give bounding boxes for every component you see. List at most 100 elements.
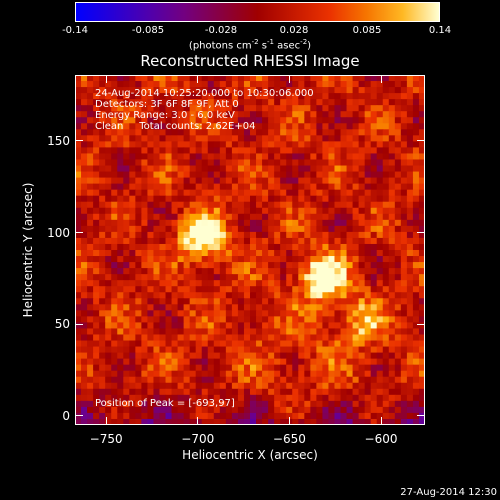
heatmap-cell <box>352 201 360 209</box>
heatmap-cell <box>165 400 173 408</box>
heatmap-cell <box>262 117 269 124</box>
heatmap-cell <box>310 177 317 185</box>
heatmap-cell <box>256 292 263 299</box>
heatmap-cell <box>286 388 293 396</box>
heatmap-cell <box>219 129 227 136</box>
heatmap-cell <box>262 406 269 414</box>
heatmap-cell <box>400 352 408 360</box>
heatmap-cell <box>412 412 420 420</box>
heatmap-cell <box>117 117 124 124</box>
heatmap-cell <box>346 81 354 88</box>
heatmap-cell <box>81 117 88 124</box>
heatmap-cell <box>213 304 221 311</box>
heatmap-cell <box>340 322 348 330</box>
heatmap-cell <box>268 394 275 402</box>
heatmap-cell <box>352 310 360 317</box>
heatmap-cell <box>262 292 269 299</box>
heatmap-cell <box>340 418 348 425</box>
heatmap-cell <box>400 123 408 130</box>
heatmap-cell <box>352 87 360 94</box>
heatmap-cell <box>171 123 179 130</box>
heatmap-cell <box>243 231 251 239</box>
heatmap-cell <box>105 183 112 191</box>
heatmap-cell <box>231 298 239 305</box>
heatmap-cell <box>117 280 124 287</box>
heatmap-cell <box>394 123 402 130</box>
heatmap-cell <box>219 111 227 118</box>
heatmap-cell <box>400 183 408 191</box>
heatmap-cell <box>370 147 378 155</box>
heatmap-cell <box>400 177 408 185</box>
heatmap-cell <box>93 370 100 378</box>
heatmap-cell <box>304 280 311 287</box>
heatmap-cell <box>382 243 390 251</box>
heatmap-cell <box>274 388 281 396</box>
heatmap-cell <box>207 400 215 408</box>
heatmap-cell <box>268 231 275 239</box>
heatmap-cell <box>81 286 88 293</box>
heatmap-cell <box>237 153 245 161</box>
heatmap-cell <box>195 93 203 100</box>
heatmap-cell <box>135 165 142 173</box>
heatmap-cell <box>388 400 396 408</box>
heatmap-cell <box>394 262 402 269</box>
heatmap-cell <box>376 298 384 305</box>
heatmap-cell <box>298 280 305 287</box>
heatmap-cell <box>123 304 130 311</box>
heatmap-cell <box>328 93 336 100</box>
heatmap-cell <box>99 171 106 179</box>
heatmap-cell <box>418 177 425 185</box>
heatmap-cell <box>195 105 203 112</box>
heatmap-cell <box>352 340 360 348</box>
heatmap-cell <box>141 117 149 124</box>
heatmap-cell <box>310 231 317 239</box>
heatmap-cell <box>370 117 378 124</box>
heatmap-cell <box>274 340 281 348</box>
heatmap-cell <box>201 286 209 293</box>
x-tick-mark <box>105 417 107 425</box>
heatmap-cell <box>135 256 142 263</box>
heatmap-cell <box>274 237 281 245</box>
heatmap-cell <box>147 328 155 336</box>
heatmap-cell <box>292 328 299 336</box>
heatmap-cell <box>123 147 130 155</box>
heatmap-cell <box>207 388 215 396</box>
heatmap-cell <box>135 201 142 209</box>
heatmap-cell <box>406 147 414 155</box>
heatmap-cell <box>256 334 263 342</box>
heatmap-cell <box>388 225 396 233</box>
heatmap-cell <box>280 165 287 173</box>
heatmap-cell <box>105 310 112 317</box>
heatmap-cell <box>328 159 336 167</box>
heatmap-cell <box>219 346 227 354</box>
heatmap-cell <box>292 153 299 161</box>
heatmap-cell <box>292 75 299 82</box>
heatmap-cell <box>171 153 179 161</box>
heatmap-cell <box>237 87 245 94</box>
heatmap-cell <box>237 93 245 100</box>
heatmap-cell <box>123 322 130 330</box>
heatmap-cell <box>93 111 100 118</box>
heatmap-cell <box>117 340 124 348</box>
heatmap-cell <box>406 262 414 269</box>
heatmap-cell <box>400 292 408 299</box>
heatmap-cell <box>262 243 269 251</box>
heatmap-cell <box>346 201 354 209</box>
heatmap-cell <box>117 328 124 336</box>
heatmap-cell <box>159 394 167 402</box>
heatmap-cell <box>352 237 360 245</box>
heatmap-cell <box>87 370 94 378</box>
heatmap-cell <box>135 225 142 233</box>
heatmap-cell <box>141 243 149 251</box>
heatmap-cell <box>274 225 281 233</box>
heatmap-cell <box>358 256 366 263</box>
heatmap-cell <box>280 201 287 209</box>
heatmap-cell <box>99 207 106 215</box>
heatmap-cell <box>87 219 94 227</box>
heatmap-cell <box>286 268 293 275</box>
heatmap-cell <box>412 376 420 384</box>
heatmap-cell <box>75 250 82 257</box>
heatmap-cell <box>87 129 94 136</box>
heatmap-cell <box>322 87 330 94</box>
heatmap-cell <box>171 316 179 324</box>
